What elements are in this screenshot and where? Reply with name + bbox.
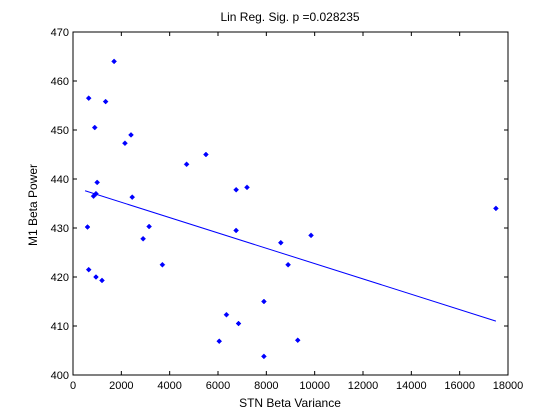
y-tick-label: 410 (51, 321, 69, 333)
data-points (84, 58, 499, 360)
data-point (129, 194, 136, 200)
data-point (244, 184, 250, 191)
x-tick-label: 8000 (254, 380, 278, 392)
x-tick-label: 16000 (444, 380, 475, 392)
regression-line (84, 190, 497, 322)
data-point (102, 98, 109, 105)
y-tick-label: 420 (51, 272, 69, 284)
data-point (183, 161, 190, 168)
y-tick-label: 450 (51, 125, 69, 137)
x-tick-label: 4000 (157, 380, 181, 392)
y-tick-label: 460 (51, 76, 69, 88)
data-point (140, 235, 146, 242)
data-point (216, 338, 223, 345)
data-point (203, 151, 209, 158)
x-tick-label: 10000 (299, 380, 330, 392)
data-point (122, 140, 128, 147)
data-point (99, 277, 105, 284)
data-point (233, 186, 239, 193)
x-tick-label: 2000 (109, 380, 133, 392)
data-point (223, 311, 230, 318)
data-point (94, 179, 101, 186)
y-tick-label: 440 (51, 174, 69, 186)
data-point (91, 124, 98, 131)
x-axis: 0 2000 4000 6000 8000 10000 12000 14000 16000 180… (70, 32, 523, 392)
x-tick-label: 6000 (206, 380, 230, 392)
data-point (261, 298, 267, 305)
data-point (277, 239, 284, 246)
data-point (111, 58, 117, 65)
data-point (261, 353, 267, 360)
x-tick-label: 12000 (348, 380, 379, 392)
data-point (90, 193, 97, 200)
data-point (84, 224, 91, 230)
data-point (85, 95, 92, 102)
data-point (233, 227, 239, 234)
y-axis-label: M1 Beta Power (26, 164, 40, 246)
data-point (285, 261, 291, 268)
x-tick-label: 18000 (493, 380, 524, 392)
y-tick-label: 470 (51, 27, 69, 39)
data-point (308, 232, 314, 239)
plot-area (72, 31, 509, 376)
x-axis-label: STN Beta Variance (239, 396, 341, 410)
x-tick-label: 0 (70, 380, 76, 392)
data-point (235, 320, 242, 327)
data-point (128, 132, 134, 138)
data-point (146, 223, 152, 230)
y-tick-label: 430 (51, 223, 69, 235)
x-tick-label: 14000 (396, 380, 427, 392)
data-point (159, 261, 166, 268)
data-point (93, 274, 99, 280)
y-axis: 400 410 420 430 440 450 460 470 (51, 27, 508, 382)
data-point (493, 205, 499, 212)
data-point (294, 337, 301, 344)
y-tick-label: 400 (51, 370, 69, 382)
chart-title: Lin Reg. Sig. p =0.028235 (220, 10, 359, 24)
data-point (85, 266, 92, 273)
